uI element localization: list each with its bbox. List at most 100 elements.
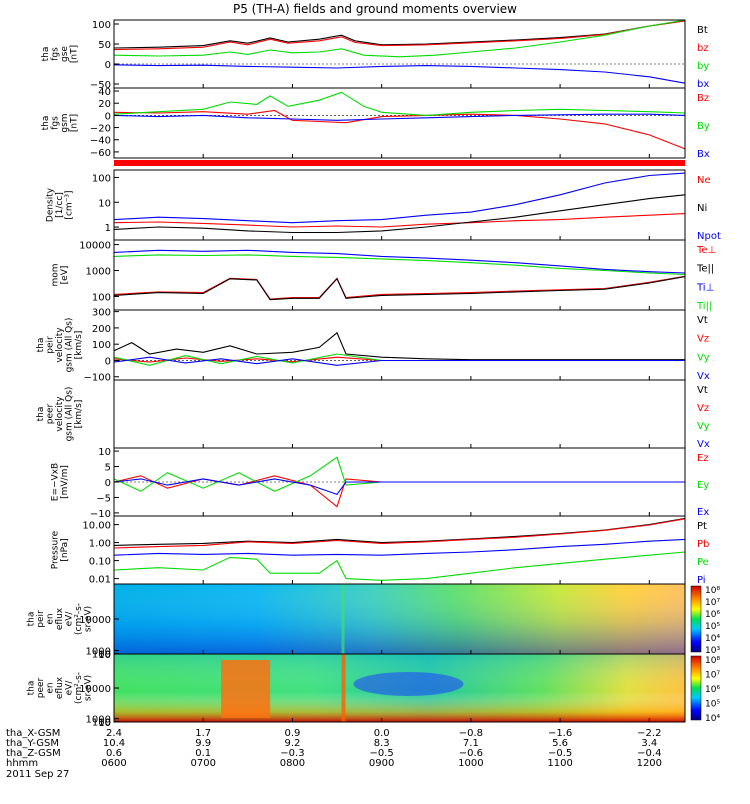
colorbar-tick-label: 10⁵ [705, 700, 720, 710]
y-axis-label: [nT] [69, 114, 79, 132]
series-line-Bt [113, 20, 686, 49]
legend-entry: Bz [697, 93, 709, 104]
legend-entry: Ey [697, 480, 709, 491]
x-tick-label: −0.5 [370, 748, 394, 759]
panel-frame [113, 515, 686, 585]
y-tick-label: 10 [98, 718, 111, 729]
panel-6: Vt Vz Vy Vx tha peer velocity gsm (All Qs) [km/s… [36, 379, 710, 450]
y-tick-label: 1.00 [89, 539, 111, 550]
y-tick-label: 1000 [86, 647, 111, 658]
date-label: 2011 Sep 27 [6, 769, 69, 780]
y-tick-label: −5 [96, 493, 111, 504]
colorbar [690, 655, 702, 721]
y-tick-label: 10 [98, 198, 111, 209]
panel-8: Pt Pb Pe Pi 10.00 1.00 0.10 0.01 Pressure [nPa] [50, 515, 709, 586]
series-line-bz [113, 20, 686, 51]
x-tick-label: −2.2 [637, 728, 661, 739]
legend-entry: Bx [697, 149, 710, 160]
y-axis-label: [km/s] [74, 331, 84, 360]
panel-frame [113, 87, 686, 159]
panel-1: Bt bz by bx 100 50 0 −50 tha fgs gse [nT] [41, 19, 709, 91]
legend-entry: Vx [697, 439, 710, 450]
legend-entry: Pt [697, 521, 707, 532]
y-tick-label: −60 [90, 148, 111, 159]
y-axis-label: gsm (All Qs) [65, 318, 75, 373]
colorbar-tick-label: 10⁸ [705, 586, 720, 596]
colorbar-tick-label: 10⁴ [705, 714, 720, 724]
legend-entry: Pi [697, 575, 706, 586]
y-tick-label: 10.00 [82, 521, 111, 532]
y-axis-label: eV/ [65, 611, 75, 627]
x-tick-label: −0.3 [280, 748, 304, 759]
colorbar-tick-label: 10⁸ [705, 656, 720, 666]
panel-7: Ez Ey Ex 10 5 0 −5 −10 E=−VxB [mV/m] [50, 447, 709, 520]
y-tick-label: 100 [92, 650, 111, 661]
y-tick-label: 0 [105, 356, 111, 367]
legend-entry: Vy [697, 352, 710, 363]
colorbar-tick-label: 10⁵ [705, 622, 720, 632]
series-line-Ti⊥ [113, 249, 686, 274]
series-line-Ne [113, 213, 686, 228]
colorbar [690, 585, 702, 653]
x-tick-label: −0.4 [637, 748, 661, 759]
legend-entry: Pe [697, 557, 709, 568]
series-line-Pb [113, 518, 686, 549]
y-axis-label: gse [60, 46, 70, 62]
y-tick-label: 300 [92, 308, 111, 319]
spectrogram-shade [114, 584, 685, 654]
series-line-Ez [113, 475, 685, 508]
y-axis-label: sr-eV) [84, 675, 94, 701]
spectrogram-spike [341, 584, 345, 654]
x-tick-label: 0600 [101, 758, 126, 769]
series-line-Bx [113, 113, 686, 121]
series-line-bx [113, 64, 686, 84]
x-tick-label: 3.4 [641, 738, 657, 749]
y-tick-label: −10 [90, 509, 111, 520]
y-axis-label: eV/ [65, 680, 75, 696]
y-tick-label: 10000 [79, 615, 111, 626]
y-tick-label: 100 [92, 292, 111, 303]
legend-entry: Pb [697, 539, 709, 550]
y-tick-label: 100 [92, 340, 111, 351]
colorbar-tick-label: 10⁷ [705, 671, 720, 681]
y-tick-label: −100 [84, 373, 111, 384]
x-row-label: tha_X-GSM [6, 728, 60, 739]
y-axis-label: en [46, 682, 56, 693]
y-tick-label: 1000 [86, 715, 111, 726]
legend-entry: bz [697, 43, 709, 54]
y-axis-label: gsm [60, 113, 70, 132]
y-tick-label: 50 [98, 40, 111, 51]
x-tick-label: 1.7 [195, 728, 211, 739]
series-line-By [113, 91, 686, 116]
legend-entry: Ez [697, 453, 709, 464]
x-tick-label: −0.6 [459, 748, 483, 759]
y-tick-label: 1000 [86, 267, 111, 278]
spectrogram-spike [341, 654, 346, 722]
x-tick-label: 5.6 [552, 738, 568, 749]
y-axis-label: (cm²-s- [74, 603, 84, 635]
y-axis-label: [mV/m] [60, 465, 70, 499]
x-tick-label: −0.8 [459, 728, 483, 739]
x-row-label: tha_Y-GSM [6, 738, 59, 749]
series-line-Te⊥ [113, 275, 686, 300]
y-tick-label: −20 [90, 124, 111, 135]
x-tick-label: 1100 [547, 758, 572, 769]
legend-entry: Te|| [696, 264, 714, 275]
panel-frame [113, 379, 686, 449]
colorbar-tick-label: 10⁷ [705, 598, 720, 608]
series-line-Pe [113, 551, 686, 581]
y-axis-label: tha [27, 612, 37, 627]
x-tick-label: 0.6 [106, 748, 122, 759]
y-tick-label: 10 [98, 650, 111, 661]
y-tick-label: 100 [92, 718, 111, 729]
y-axis-label: tha [41, 116, 51, 131]
y-axis-label: fgs [50, 116, 60, 130]
series-line-Pt [113, 517, 686, 546]
y-axis-label: en [46, 613, 56, 624]
y-tick-label: 5 [105, 463, 111, 474]
y-tick-label: 100 [92, 173, 111, 184]
